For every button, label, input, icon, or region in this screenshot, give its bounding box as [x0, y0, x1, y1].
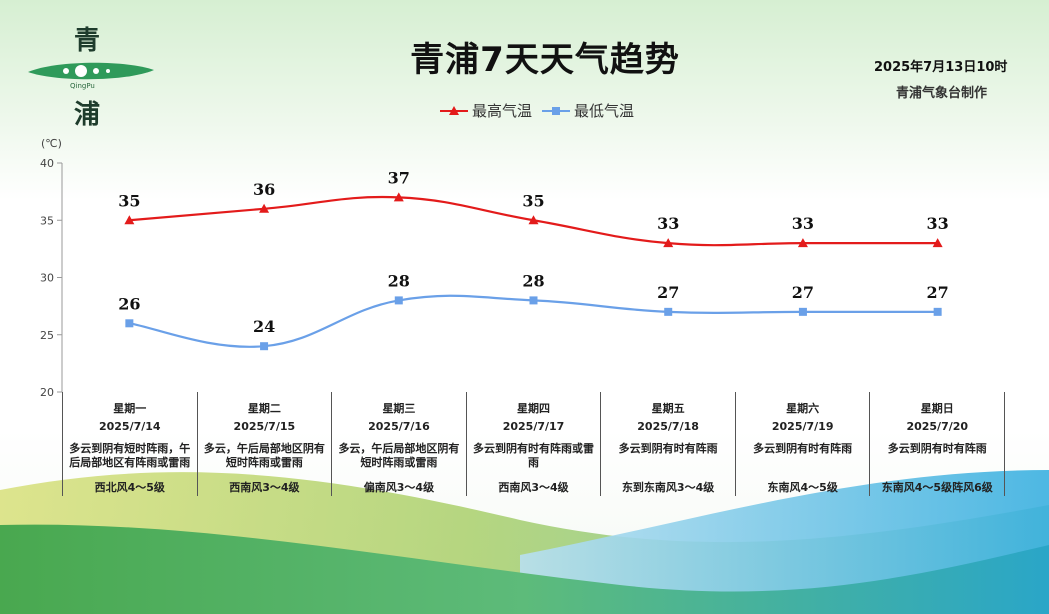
- legend-low-marker-icon: [542, 106, 571, 115]
- forecast-wind: 西南风3～4级: [229, 481, 300, 494]
- forecast-wind: 偏南风3～4级: [363, 481, 435, 494]
- y-tick-label: 25: [40, 329, 54, 342]
- forecast-date: 2025/7/20: [906, 420, 969, 433]
- forecast-condition: 多云到阴有时有阵雨: [753, 442, 853, 455]
- logo-roman: QingPu: [70, 82, 95, 90]
- low-temp-label: 27: [792, 283, 814, 302]
- legend-low-label: 最低气温: [574, 102, 635, 120]
- y-tick-label: 40: [40, 157, 54, 170]
- y-axis-unit: (℃): [41, 137, 62, 150]
- forecast-date: 2025/7/18: [637, 420, 699, 433]
- qingpu-logo: 青 QingPu 浦: [26, 20, 166, 130]
- forecast-date: 2025/7/19: [771, 420, 834, 433]
- forecast-condition: 多云到阴有时有阵雨: [618, 442, 718, 455]
- forecast-day: 星期四 2025/7/17 多云到阴有时有阵雨或雷雨西南风3～4级: [465, 392, 601, 496]
- forecast-weekday: 星期一: [113, 402, 147, 415]
- forecast-date: 2025/7/14: [98, 420, 161, 433]
- low-temp-point: [664, 307, 673, 316]
- forecast-weekday: 星期日: [920, 402, 954, 415]
- forecast-condition: 多云，午后局部地区阴有短时阵雨或雷雨: [338, 442, 460, 469]
- low-temp-label: 28: [522, 271, 544, 290]
- forecast-wind: 西北风4～5级: [94, 481, 165, 494]
- forecast-wind: 东南风4～5级阵风6级: [881, 481, 993, 494]
- chart-legend: 最高气温 最低气温: [440, 100, 644, 121]
- forecast-date: 2025/7/17: [502, 420, 565, 433]
- high-temp-point: [932, 238, 943, 248]
- forecast-condition: 多云到阴有短时阵雨，午后局部地区有阵雨或雷雨: [69, 442, 191, 469]
- logo-char-bottom: 浦: [74, 100, 101, 130]
- low-temp-label: 24: [253, 317, 275, 336]
- high-temp-label: 36: [253, 180, 275, 199]
- high-temp-point: [393, 192, 404, 202]
- high-temp-point: [797, 238, 808, 248]
- issuer: 青浦气象台制作: [896, 86, 988, 101]
- forecast-condition: 多云到阴有时有阵雨: [887, 442, 987, 455]
- y-tick-label: 20: [40, 386, 54, 399]
- forecast-condition: 多云到阴有时有阵雨或雷雨: [473, 442, 595, 469]
- forecast-day: 星期五 2025/7/18 多云到阴有时有阵雨 东到东南风3～4级: [600, 392, 735, 496]
- legend-item-low: 最低气温: [542, 100, 634, 121]
- high-temp-label: 35: [118, 191, 140, 210]
- low-temp-point: [933, 307, 942, 316]
- low-temp-point: [125, 319, 134, 328]
- low-temp-label: 27: [927, 283, 949, 302]
- legend-high-label: 最高气温: [472, 102, 533, 120]
- high-temp-point: [528, 215, 539, 225]
- forecast-day: 星期三 2025/7/16 多云，午后局部地区阴有短时阵雨或雷雨偏南风3～4级: [331, 392, 466, 496]
- forecast-date: 2025/7/16: [368, 420, 430, 433]
- forecast-day: 星期六 2025/7/19 多云到阴有时有阵雨 东南风4～5级: [734, 392, 870, 496]
- forecast-wind: 东南风4～5级: [767, 481, 838, 494]
- low-temp-point: [260, 342, 269, 351]
- issue-date: 2025年7月13日10时: [874, 60, 1008, 75]
- low-temp-label: 26: [118, 294, 140, 313]
- logo-char-top: 青: [74, 26, 101, 56]
- legend-item-high: 最高气温: [440, 100, 532, 121]
- low-temp-label: 28: [388, 271, 410, 290]
- forecast-wind: 东到东南风3～4级: [621, 481, 715, 494]
- forecast-day: 星期二 2025/7/15 多云，午后局部地区阴有短时阵雨或雷雨西南风3～4级: [196, 392, 332, 496]
- forecast-weekday: 星期二: [247, 402, 281, 415]
- forecast-day: 星期一 2025/7/14 多云到阴有短时阵雨，午后局部地区有阵雨或雷雨西北风4～5…: [62, 392, 197, 496]
- high-temp-point: [259, 203, 270, 213]
- forecast-weekday: 星期三: [382, 402, 416, 415]
- forecast-day: 星期日 2025/7/20 多云到阴有时有阵雨 东南风4～5级阵风6级: [869, 392, 1006, 496]
- forecast-date: 2025/7/15: [233, 420, 296, 433]
- low-temp-point: [529, 296, 538, 305]
- forecast-table: 星期一 2025/7/14 多云到阴有短时阵雨，午后局部地区有阵雨或雷雨西北风4～5…: [62, 392, 1006, 496]
- forecast-wind: 西南风3～4级: [498, 481, 569, 494]
- low-temp-point: [394, 296, 403, 305]
- y-tick-label: 35: [40, 214, 54, 227]
- high-temp-label: 33: [657, 214, 679, 233]
- page-title: 青浦7天天气趋势: [410, 40, 680, 80]
- logo-band-icon: [28, 62, 154, 80]
- forecast-weekday: 星期六: [786, 402, 820, 415]
- high-temp-point: [663, 238, 674, 248]
- high-temp-label: 33: [927, 214, 949, 233]
- forecast-weekday: 星期四: [517, 402, 551, 415]
- high-temp-label: 35: [522, 191, 544, 210]
- forecast-condition: 多云，午后局部地区阴有短时阵雨或雷雨: [203, 442, 325, 469]
- high-temp-label: 33: [792, 214, 814, 233]
- high-temp-point: [124, 215, 135, 225]
- y-tick-label: 30: [40, 272, 54, 285]
- low-temp-label: 27: [657, 283, 679, 302]
- forecast-weekday: 星期五: [651, 402, 685, 415]
- high-temp-label: 37: [388, 168, 410, 187]
- legend-high-marker-icon: [440, 105, 468, 115]
- low-temp-point: [798, 307, 807, 316]
